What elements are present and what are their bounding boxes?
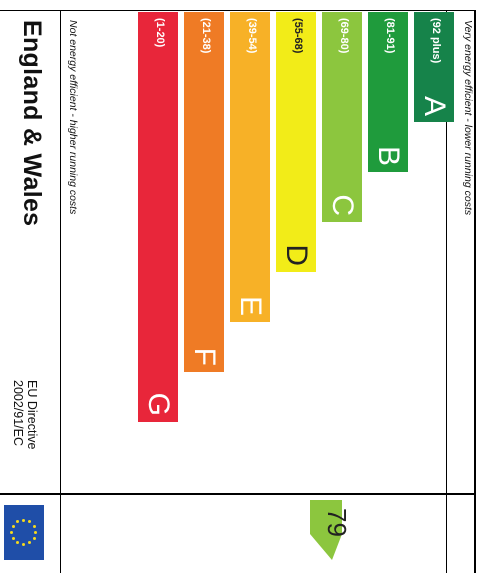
flag-star-icon [16, 520, 20, 524]
current-rating-value: 79 [322, 508, 352, 537]
flag-star-icon [34, 530, 38, 534]
current-rating-arrow-shape [310, 500, 342, 560]
band-f: (21-38) F [184, 12, 224, 372]
region-title: England & Wales [18, 20, 46, 227]
directive-line-1: EU Directive [25, 380, 39, 450]
band-range: (69-80) [338, 18, 350, 54]
band-range: (92 plus) [430, 18, 442, 64]
frame-right-outer [474, 10, 476, 573]
frame-column-divider [0, 493, 476, 495]
band-b: (81-91) B [368, 12, 408, 172]
band-letter: C [326, 194, 359, 216]
current-rating-arrow [310, 500, 342, 560]
band-range: (1-20) [154, 18, 166, 48]
eu-directive: EU Directive 2002/91/EC [11, 380, 39, 449]
band-range: (55-68) [292, 18, 304, 54]
flag-star-icon [28, 520, 32, 524]
band-range: (39-54) [246, 18, 258, 54]
band-letter: B [372, 145, 405, 166]
band-g: (1-20) G [138, 12, 178, 422]
frame-divider-bands [60, 10, 61, 573]
band-range: (21-38) [200, 18, 212, 54]
frame-right-inner [446, 10, 447, 573]
eu-flag-icon [4, 505, 44, 560]
frame-top [0, 10, 476, 11]
flag-star-icon [12, 524, 16, 528]
top-note: Very energy efficient - lower running co… [462, 20, 474, 216]
band-letter: G [142, 392, 175, 416]
flag-star-icon [22, 518, 26, 522]
flag-star-icon [22, 542, 26, 546]
band-letter: F [188, 347, 221, 366]
flag-star-icon [32, 536, 36, 540]
band-a: (92 plus) A [414, 12, 454, 122]
band-c: (69-80) C [322, 12, 362, 222]
band-d: (55-68) D [276, 12, 316, 272]
flag-star-icon [32, 524, 36, 528]
band-range: (81-91) [384, 18, 396, 54]
flag-star-icon [12, 536, 16, 540]
band-letter: D [280, 244, 313, 266]
flag-star-icon [10, 530, 14, 534]
flag-star-icon [16, 540, 20, 544]
band-letter: A [418, 95, 451, 116]
flag-star-icon [28, 540, 32, 544]
band-letter: E [234, 295, 267, 316]
directive-line-2: 2002/91/EC [11, 380, 25, 447]
band-e: (39-54) E [230, 12, 270, 322]
bottom-note: Not energy efficient - higher running co… [67, 20, 79, 215]
